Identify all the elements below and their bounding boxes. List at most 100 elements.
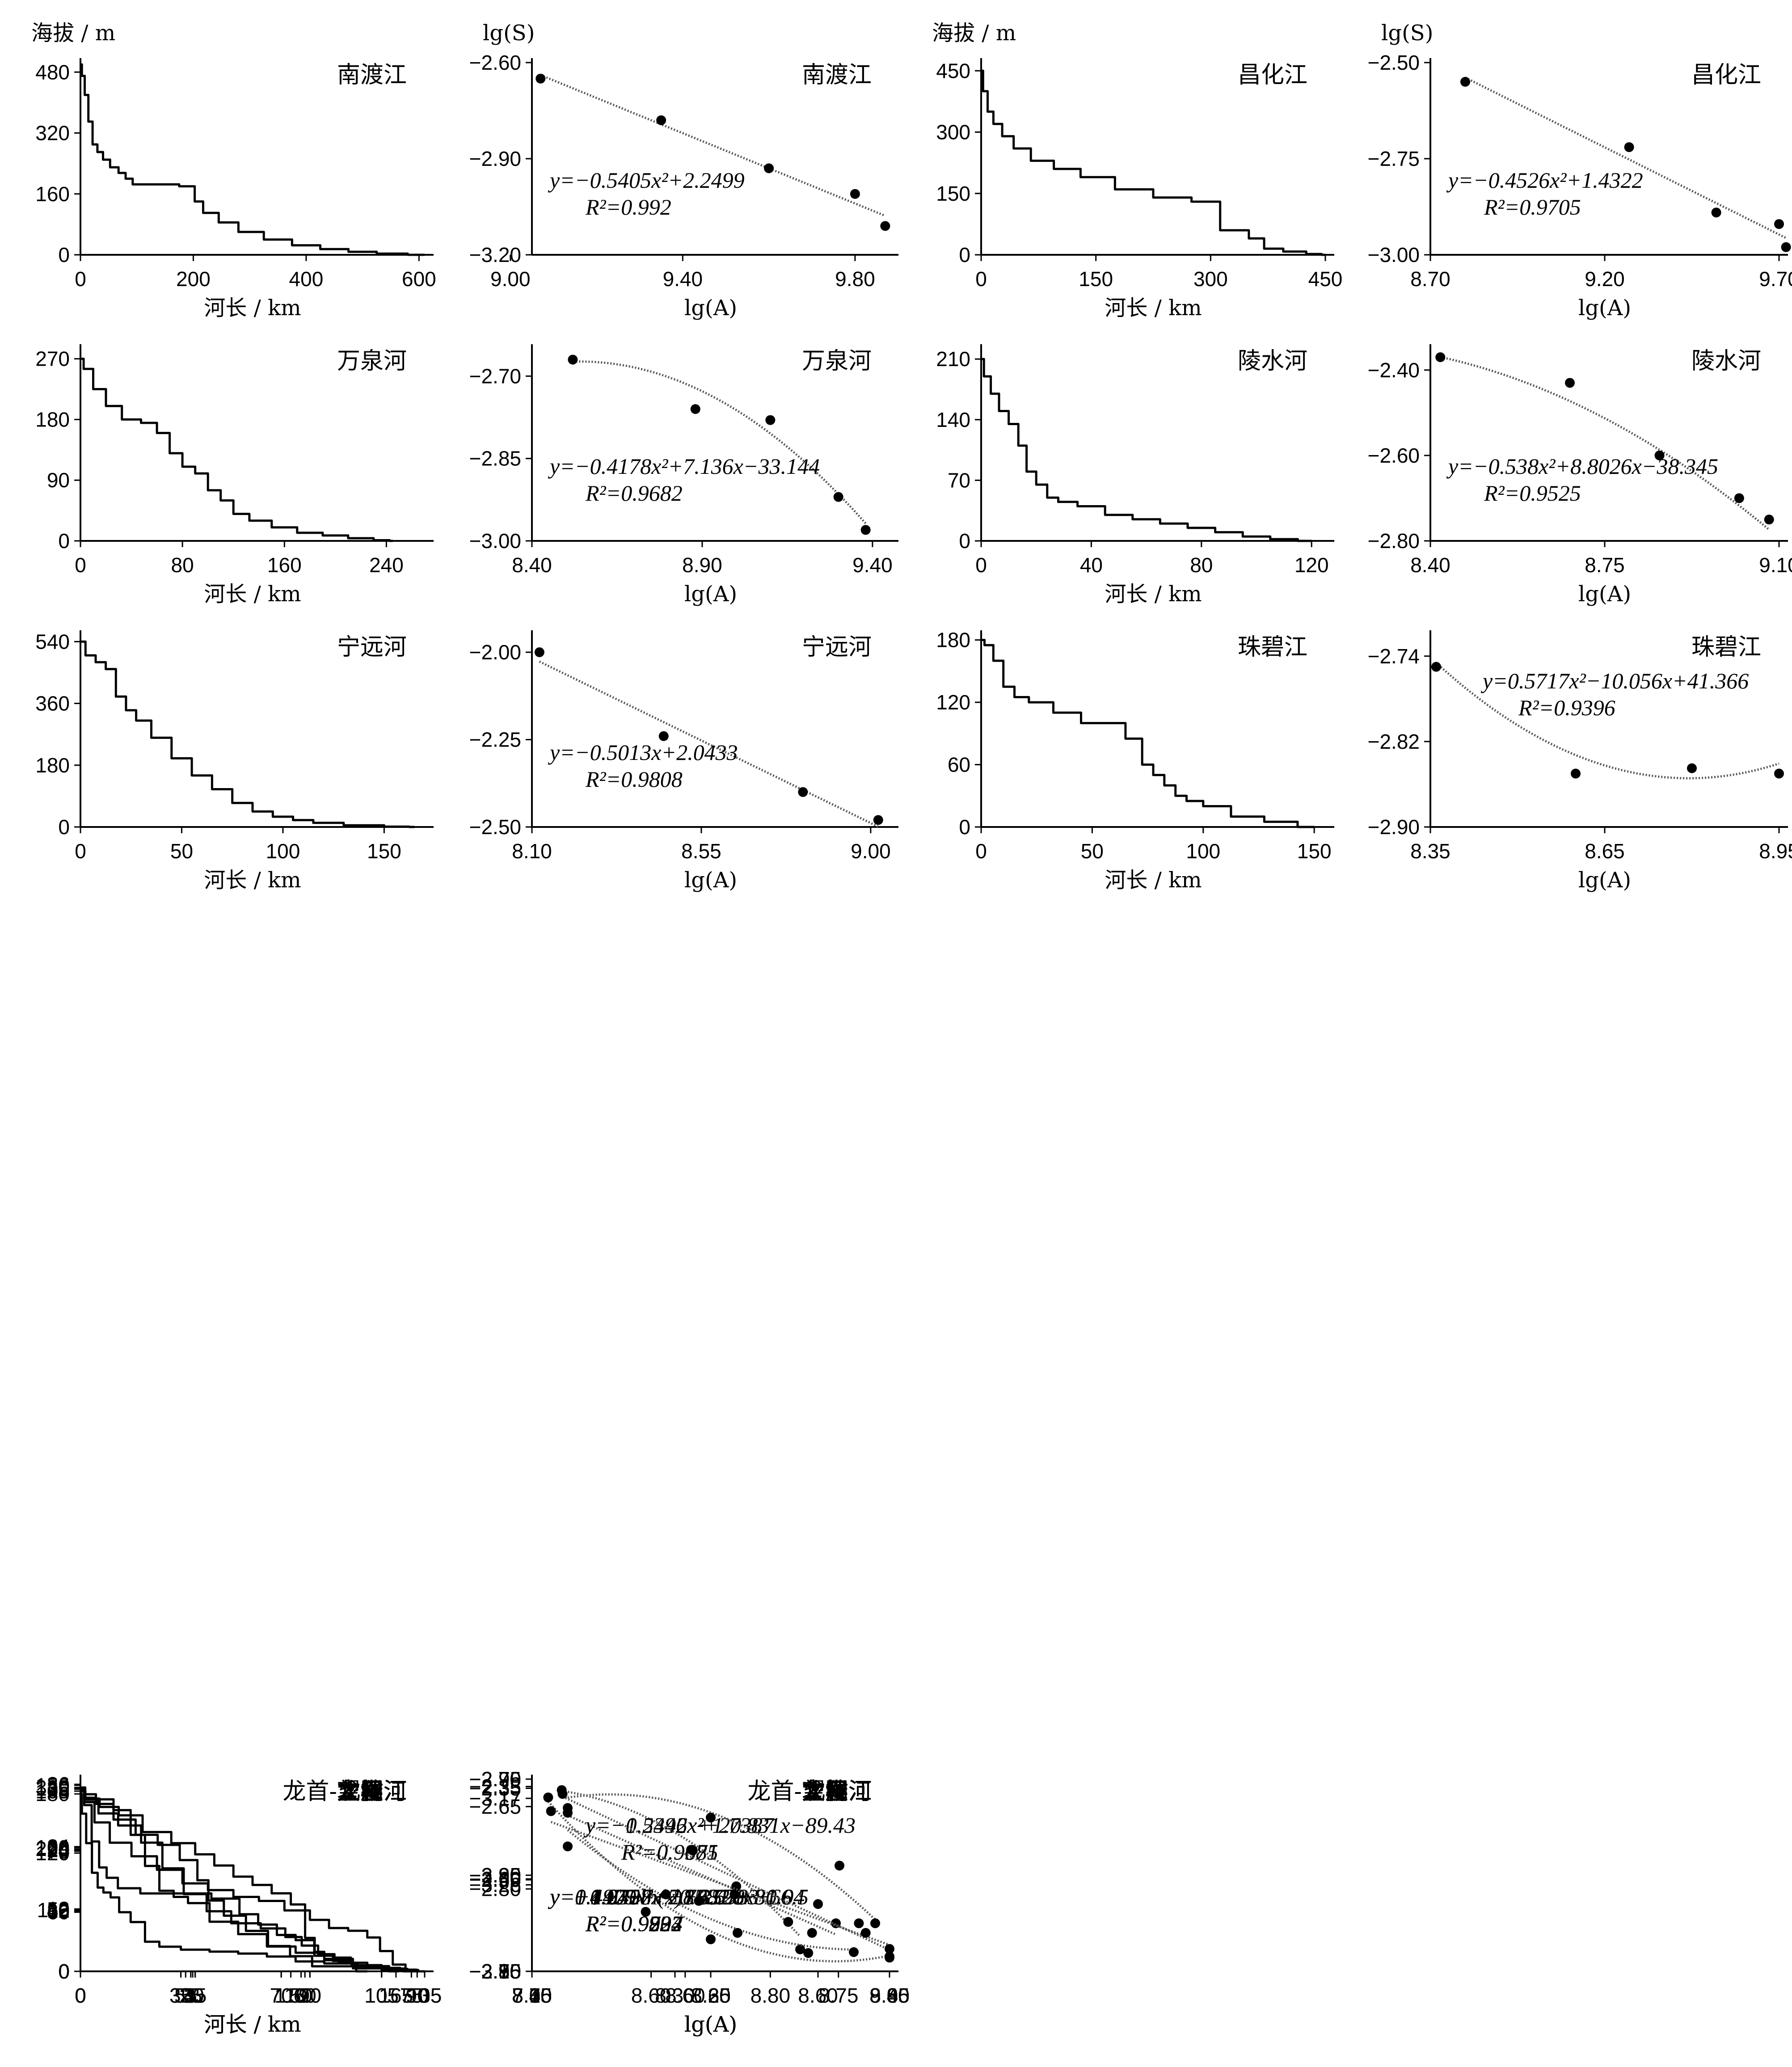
p2-y-axis-label: 海拔 / m (932, 21, 1016, 46)
p10-x-axis-label: 河长 / km (1105, 868, 1202, 893)
p25-x-axis-label: lg(A) (684, 2012, 737, 2037)
p21-x-tick-label-2: 8.60 (869, 1984, 910, 2007)
p9-data-point-0 (534, 647, 544, 658)
p1-chart-title: 南渡江 (802, 62, 872, 89)
p21-data-point-2 (835, 1860, 844, 1871)
p10-profile-line (981, 639, 1315, 828)
p13-fit-r2: R²=0.9671 (621, 1839, 718, 1865)
p3-x-axis-label: lg(A) (1578, 295, 1631, 321)
p18-x-tick-label-2: 50 (290, 1984, 312, 2007)
p0-x-tick-label-2: 400 (289, 267, 324, 291)
p17-y-tick-label-0: −2.65 (469, 1795, 521, 1818)
p5-data-point-1 (690, 404, 700, 414)
p21-x-tick-label-0: 8.10 (512, 1984, 552, 2007)
p21-y-tick-label-1: −2.85 (469, 1864, 521, 1887)
p17-x-tick-label-1: 8.65 (691, 1984, 731, 2007)
p19-x-tick-label-1: 8.25 (691, 1984, 731, 2007)
p0-y-tick-label-2: 320 (35, 122, 70, 145)
p12-chart-title: 文澜江 (337, 1778, 407, 1805)
p16-x-axis-label: 河长 / km (204, 2012, 301, 2037)
p1-y-tick-label-0: −2.60 (469, 51, 521, 74)
p2-y-tick-label-1: 150 (936, 182, 970, 205)
p9-data-point-3 (873, 815, 883, 825)
p24-x-tick-label-3: 90 (406, 1984, 429, 2007)
p7-data-point-3 (1734, 493, 1744, 503)
p19-data-point-0 (563, 1841, 573, 1852)
p25-x-tick-label-2: 8.60 (798, 1984, 838, 2007)
p17-x-tick-label-2: 8.95 (869, 1984, 910, 2007)
p18-x-tick-label-3: 75 (400, 1984, 423, 2007)
p12-x-axis-label: 河长 / km (204, 2012, 301, 2037)
p25-data-point-1 (694, 1896, 704, 1906)
p4-profile-line (80, 358, 393, 542)
p9-x-axis-label: lg(A) (684, 868, 737, 893)
p12-x-tick-label-1: 45 (184, 1984, 207, 2007)
p23-fit-curve (562, 1795, 890, 1951)
p25-fit-equation: y=−4.632ln(x)+6.6383 (548, 1884, 759, 1909)
p20-x-tick-label-1: 35 (184, 1984, 207, 2007)
p18-y-tick-label-1: 12 (47, 1899, 70, 1922)
p19-data-point-2 (733, 1928, 742, 1938)
p21-x-axis-label: lg(A) (684, 2012, 737, 2037)
p0-x-tick-label-0: 0 (75, 267, 86, 291)
p12-y-tick-label-2: 90 (47, 1838, 70, 1861)
p11-x-tick-label-0: 8.35 (1410, 839, 1450, 863)
p15-y-tick-label-2: −2.75 (469, 1960, 521, 1983)
p8-x-tick-label-3: 150 (367, 839, 401, 863)
p19-x-tick-label-2: 8.45 (869, 1984, 910, 2007)
p2-chart-title: 昌化江 (1238, 62, 1307, 89)
p4-y-tick-label-1: 90 (47, 468, 70, 492)
p10-y-tick-label-3: 180 (936, 629, 970, 652)
p16-y-tick-label-2: 100 (35, 1836, 70, 1859)
p24-chart-title: 文教河 (337, 1778, 407, 1805)
p0-chart-title: 南渡江 (337, 62, 407, 89)
p0-x-tick-label-1: 200 (176, 267, 211, 291)
p25-fit-curve (550, 1821, 890, 1946)
p17-fit-r2: R²=0.9985 (621, 1839, 718, 1865)
p18-y-tick-label-0: 0 (58, 1960, 70, 1983)
p17-fit-curve (561, 1789, 801, 1937)
p2-y-tick-label-3: 450 (936, 59, 970, 82)
p2-x-axis-label: 河长 / km (1105, 295, 1202, 321)
p15-x-tick-label-2: 8.85 (869, 1984, 910, 2007)
p1-x-tick-label-0: 9.00 (490, 267, 531, 291)
p11-data-point-3 (1774, 768, 1784, 779)
p15-data-point-3 (803, 1948, 814, 1958)
p8-x-tick-label-0: 0 (75, 839, 86, 863)
p11-x-axis-label: lg(A) (1578, 868, 1631, 893)
p7-fit-r2: R²=0.9525 (1484, 481, 1581, 506)
p25-fit-r2: R²=0.9237 (585, 1911, 683, 1936)
p1-fit-r2: R²=0.992 (585, 194, 671, 219)
p9-y-tick-label-1: −2.25 (469, 728, 521, 751)
p15-data-point-0 (543, 1792, 553, 1802)
p22-x-tick-label-0: 0 (75, 1984, 86, 2007)
p7-data-point-0 (1435, 352, 1446, 363)
p6-x-tick-label-0: 0 (975, 553, 987, 577)
p6-x-axis-label: 河长 / km (1105, 582, 1202, 607)
p3-x-tick-label-2: 9.70 (1759, 267, 1792, 291)
p22-x-tick-label-1: 35 (169, 1984, 192, 2007)
p7-fit-curve (1440, 356, 1770, 531)
p1-x-tick-label-2: 9.80 (835, 267, 875, 291)
p13-chart-title: 文澜江 (802, 1778, 872, 1805)
p9-data-point-1 (658, 731, 669, 741)
p24-y-tick-label-0: 0 (58, 1960, 70, 1983)
p7-x-axis-label: lg(A) (1578, 582, 1631, 607)
p2-y-tick-label-2: 300 (936, 121, 970, 144)
p3-x-tick-label-1: 9.20 (1585, 267, 1625, 291)
p11-fit-equation: y=0.5717x²−10.056x+41.366 (1480, 668, 1749, 693)
p9-x-tick-label-1: 8.55 (681, 839, 721, 863)
p0-y-tick-label-0: 0 (58, 243, 70, 266)
p15-fit-r2: R²=0.9922 (585, 1911, 683, 1936)
p17-y-tick-label-2: −2.95 (469, 1960, 521, 1983)
p22-x-tick-label-3: 105 (364, 1984, 399, 2007)
p3-data-point-3 (1774, 219, 1784, 229)
p15-chart-title: 望楼河 (802, 1778, 872, 1805)
p8-x-tick-label-2: 100 (266, 839, 300, 863)
p14-y-tick-label-2: 220 (35, 1837, 70, 1860)
p13-x-tick-label-2: 8.80 (751, 1984, 791, 2007)
p6-profile-line (981, 358, 1312, 542)
p15-x-tick-label-1: 8.30 (691, 1984, 731, 2007)
p19-fit-curve (567, 1829, 854, 1951)
p8-y-tick-label-2: 360 (35, 692, 70, 715)
